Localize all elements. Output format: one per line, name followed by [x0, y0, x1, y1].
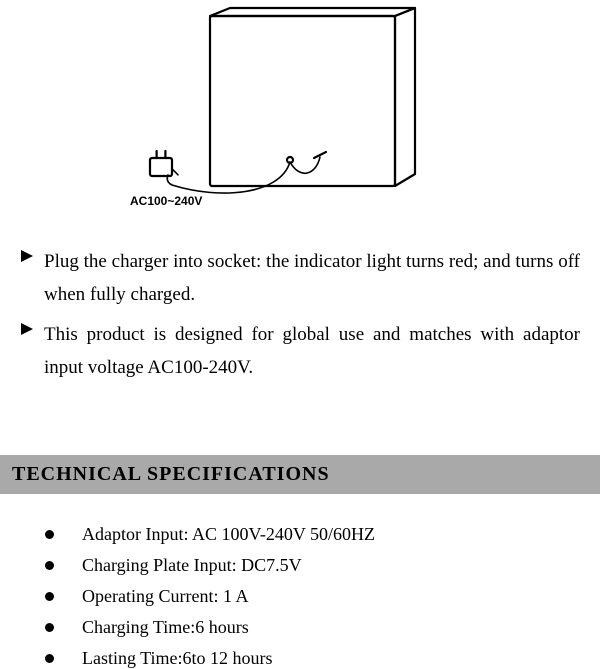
instruction-item: This product is designed for global use … [20, 318, 580, 385]
spec-item: Charging Time:6 hours [45, 617, 600, 638]
spec-item: Charging Plate Input: DC7.5V [45, 555, 600, 576]
spec-text: Charging Plate Input: DC7.5V [82, 555, 302, 576]
instruction-text: Plug the charger into socket: the indica… [44, 245, 580, 312]
dot-bullet-icon [45, 623, 54, 632]
dot-bullet-icon [45, 561, 54, 570]
dot-bullet-icon [45, 530, 54, 539]
triangle-bullet-icon [20, 322, 34, 336]
spec-item: Operating Current: 1 A [45, 586, 600, 607]
instruction-item: Plug the charger into socket: the indica… [20, 245, 580, 312]
spacer [0, 390, 600, 430]
spec-item: Adaptor Input: AC 100V-240V 50/60HZ [45, 524, 600, 545]
charger-diagram: AC100~240V [0, 0, 600, 215]
specs-list: Adaptor Input: AC 100V-240V 50/60HZ Charg… [0, 494, 600, 669]
adapter-voltage-label: AC100~240V [130, 194, 202, 208]
spec-text: Lasting Time:6to 12 hours [82, 648, 273, 669]
spec-item: Lasting Time:6to 12 hours [45, 648, 600, 669]
triangle-bullet-icon [20, 249, 34, 263]
instruction-list: Plug the charger into socket: the indica… [0, 215, 600, 384]
dot-bullet-icon [45, 592, 54, 601]
specs-section-header: TECHNICAL SPECIFICATIONS [0, 455, 600, 494]
spec-text: Operating Current: 1 A [82, 586, 248, 607]
spec-text: Charging Time:6 hours [82, 617, 249, 638]
device-line-drawing [120, 0, 420, 210]
spec-text: Adaptor Input: AC 100V-240V 50/60HZ [82, 524, 375, 545]
instruction-text: This product is designed for global use … [44, 318, 580, 385]
